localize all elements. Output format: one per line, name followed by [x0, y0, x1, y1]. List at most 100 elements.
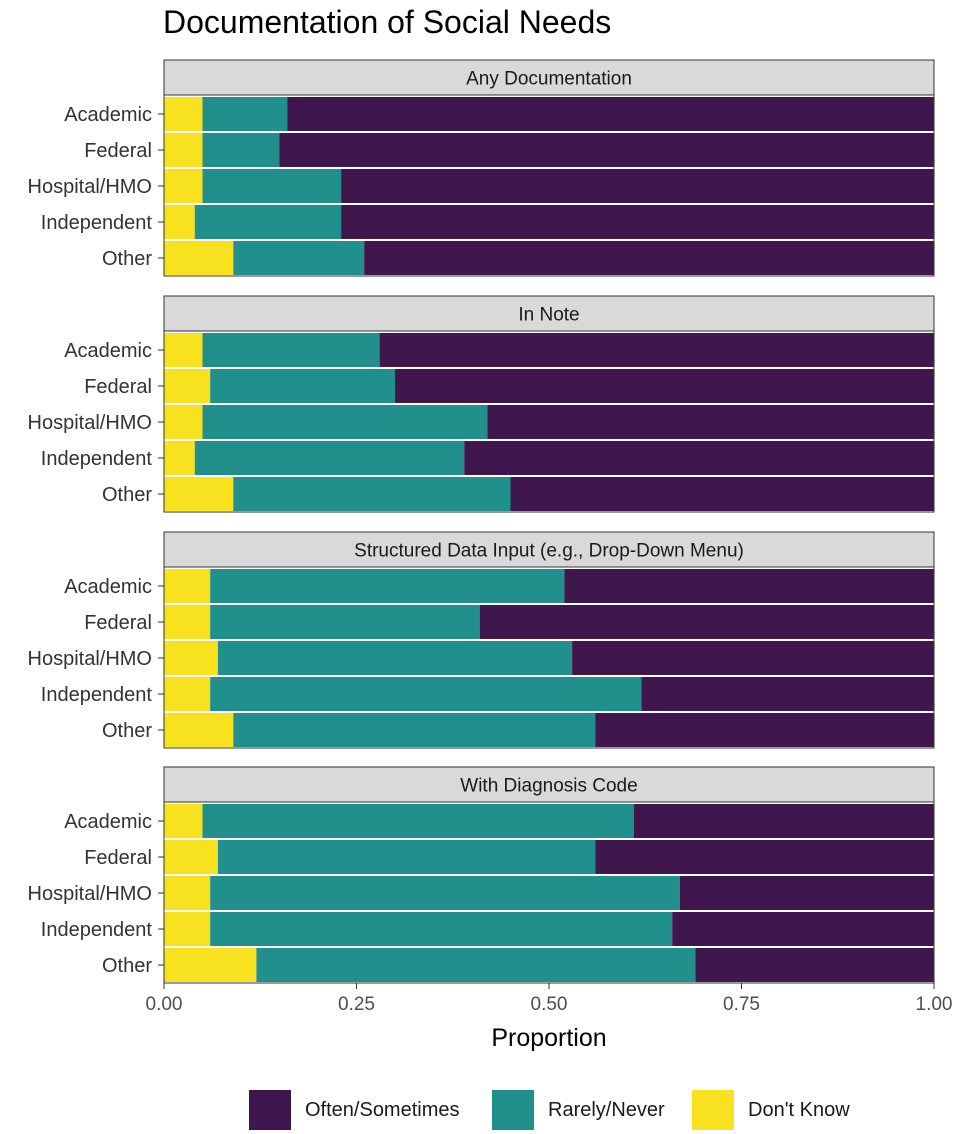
y-tick-label: Academic: [64, 811, 152, 833]
bar-don-t-know: [164, 405, 203, 439]
bar-rarely-never: [194, 441, 465, 475]
x-tick-label: 0.00: [146, 994, 183, 1015]
bar-don-t-know: [164, 205, 195, 239]
y-tick-label: Independent: [41, 684, 153, 706]
bar-often-sometimes: [364, 241, 934, 275]
y-tick-label: Federal: [84, 847, 152, 869]
legend-key-rarely-never: [492, 1090, 534, 1130]
bar-often-sometimes: [633, 804, 934, 838]
y-tick-label: Independent: [41, 919, 153, 941]
bar-rarely-never: [202, 333, 380, 367]
bar-don-t-know: [164, 441, 195, 475]
bar-don-t-know: [164, 804, 203, 838]
y-tick-label: Other: [102, 484, 152, 506]
bar-often-sometimes: [341, 205, 935, 239]
y-tick-label: Other: [102, 955, 152, 977]
y-tick-label: Other: [102, 720, 152, 742]
bar-often-sometimes: [510, 477, 934, 511]
bar-often-sometimes: [379, 333, 935, 367]
y-tick-label: Other: [102, 248, 152, 270]
panel-border: [163, 330, 935, 513]
y-tick-label: Academic: [64, 576, 152, 598]
bar-rarely-never: [210, 912, 673, 946]
facet-panel: Structured Data Input (e.g., Drop-Down M…: [28, 531, 935, 749]
y-tick-label: Hospital/HMO: [28, 412, 152, 434]
bar-often-sometimes: [672, 912, 934, 946]
y-tick-label: Hospital/HMO: [28, 176, 152, 198]
bar-rarely-never: [210, 369, 395, 403]
legend-key-dont-know: [692, 1090, 734, 1130]
facet-strip-label: In Note: [518, 305, 579, 326]
bar-rarely-never: [256, 948, 696, 982]
panel-border: [163, 94, 935, 277]
bar-don-t-know: [164, 369, 211, 403]
facet-panel: With Diagnosis Code Academic Federal Hospit…: [28, 766, 935, 984]
bar-don-t-know: [164, 713, 234, 747]
bar-rarely-never: [210, 569, 565, 603]
x-tick-label: 1.00: [916, 994, 953, 1015]
x-tick-label: 0.75: [723, 994, 760, 1015]
bar-rarely-never: [202, 97, 288, 131]
bar-don-t-know: [164, 912, 211, 946]
bar-rarely-never: [210, 876, 680, 910]
bar-rarely-never: [217, 641, 573, 675]
bar-don-t-know: [164, 840, 218, 874]
bar-don-t-know: [164, 477, 234, 511]
legend-key-often-sometimes: [249, 1090, 291, 1130]
chart-title: Documentation of Social Needs: [163, 4, 612, 40]
bar-don-t-know: [164, 333, 203, 367]
bar-rarely-never: [202, 169, 342, 203]
bar-often-sometimes: [564, 569, 934, 603]
panel-border: [163, 566, 935, 749]
bar-rarely-never: [202, 133, 280, 167]
bar-don-t-know: [164, 169, 203, 203]
facet-strip-label: With Diagnosis Code: [460, 776, 637, 797]
y-tick-label: Federal: [84, 140, 152, 162]
bar-don-t-know: [164, 569, 211, 603]
facet-strip: [163, 59, 935, 96]
bar-often-sometimes: [487, 405, 934, 439]
bar-often-sometimes: [641, 677, 934, 711]
bar-often-sometimes: [479, 605, 934, 639]
y-tick-label: Hospital/HMO: [28, 883, 152, 905]
bar-don-t-know: [164, 641, 218, 675]
chart-canvas: Any Documentation Academic Federal Hospital…: [28, 59, 953, 1052]
bar-rarely-never: [233, 713, 596, 747]
bar-rarely-never: [233, 241, 365, 275]
facet-strip: [163, 766, 935, 803]
bar-often-sometimes: [464, 441, 934, 475]
y-tick-label: Academic: [64, 104, 152, 126]
facet-strip: [163, 531, 935, 568]
bar-often-sometimes: [287, 97, 934, 131]
facet-panel: In Note Academic Federal Hospital/HMO Indepe…: [28, 295, 935, 513]
facet-strip-label: Any Documentation: [466, 69, 632, 90]
x-tick-label: 0.50: [531, 994, 568, 1015]
bar-often-sometimes: [395, 369, 934, 403]
bar-don-t-know: [164, 605, 211, 639]
bar-rarely-never: [210, 605, 480, 639]
bar-don-t-know: [164, 948, 257, 982]
legend: Often/Sometimes Rarely/Never Don't Know: [0, 1090, 957, 1134]
bar-often-sometimes: [279, 133, 934, 167]
bar-rarely-never: [194, 205, 342, 239]
legend-label: Rarely/Never: [548, 1099, 665, 1121]
bar-often-sometimes: [695, 948, 934, 982]
bar-don-t-know: [164, 241, 234, 275]
bar-rarely-never: [210, 677, 642, 711]
legend-label: Don't Know: [748, 1099, 850, 1121]
bar-often-sometimes: [595, 713, 934, 747]
y-tick-label: Federal: [84, 612, 152, 634]
bar-don-t-know: [164, 133, 203, 167]
bar-don-t-know: [164, 876, 211, 910]
bar-often-sometimes: [572, 641, 934, 675]
facet-panel: Any Documentation Academic Federal Hospital…: [28, 59, 935, 277]
x-tick-label: 0.25: [338, 994, 375, 1015]
legend-label: Often/Sometimes: [305, 1099, 460, 1121]
y-tick-label: Independent: [41, 448, 153, 470]
bar-rarely-never: [202, 405, 488, 439]
y-tick-label: Federal: [84, 376, 152, 398]
facet-strip: [163, 295, 935, 332]
bar-often-sometimes: [679, 876, 934, 910]
facet-strip-label: Structured Data Input (e.g., Drop-Down M…: [354, 541, 744, 562]
bar-don-t-know: [164, 97, 203, 131]
